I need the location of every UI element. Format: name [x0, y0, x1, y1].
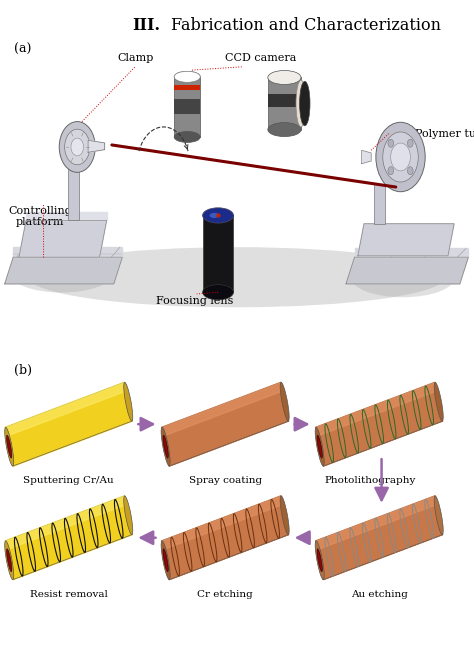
Ellipse shape — [315, 428, 324, 466]
Circle shape — [59, 122, 95, 172]
Ellipse shape — [9, 253, 114, 293]
Ellipse shape — [280, 496, 289, 534]
Polygon shape — [316, 496, 442, 580]
Ellipse shape — [7, 549, 12, 572]
Ellipse shape — [174, 132, 200, 142]
Ellipse shape — [317, 549, 322, 572]
Ellipse shape — [5, 541, 14, 580]
Ellipse shape — [300, 81, 310, 126]
Polygon shape — [9, 515, 132, 580]
Ellipse shape — [124, 382, 133, 421]
Ellipse shape — [161, 428, 170, 466]
Text: Focusing lens: Focusing lens — [155, 296, 233, 306]
Ellipse shape — [174, 71, 200, 82]
Ellipse shape — [210, 213, 219, 218]
Ellipse shape — [124, 496, 133, 534]
Text: III.: III. — [133, 17, 161, 33]
Polygon shape — [6, 382, 126, 436]
Polygon shape — [316, 382, 437, 436]
Ellipse shape — [317, 436, 322, 458]
Polygon shape — [19, 220, 107, 257]
Circle shape — [408, 139, 413, 147]
Ellipse shape — [268, 122, 301, 136]
Ellipse shape — [268, 70, 301, 84]
Polygon shape — [6, 382, 132, 466]
Ellipse shape — [161, 541, 170, 580]
Ellipse shape — [434, 382, 443, 421]
Polygon shape — [162, 382, 288, 466]
FancyBboxPatch shape — [174, 77, 200, 137]
Polygon shape — [6, 496, 132, 580]
FancyBboxPatch shape — [174, 85, 200, 90]
Ellipse shape — [351, 257, 455, 297]
Ellipse shape — [203, 285, 234, 300]
Polygon shape — [319, 401, 442, 466]
Polygon shape — [316, 382, 442, 466]
Ellipse shape — [296, 80, 306, 127]
FancyBboxPatch shape — [268, 94, 301, 107]
Polygon shape — [319, 515, 442, 580]
Ellipse shape — [174, 71, 200, 82]
Text: Sputtering Cr/Au: Sputtering Cr/Au — [23, 476, 114, 485]
Circle shape — [408, 167, 413, 175]
Polygon shape — [162, 496, 288, 580]
Ellipse shape — [7, 436, 12, 458]
Polygon shape — [165, 515, 288, 580]
Ellipse shape — [434, 496, 443, 534]
Polygon shape — [26, 212, 107, 220]
Circle shape — [64, 129, 90, 165]
Circle shape — [388, 167, 393, 175]
Text: Cr etching: Cr etching — [197, 590, 253, 599]
Ellipse shape — [280, 382, 289, 421]
Text: Spray coating: Spray coating — [189, 476, 262, 485]
Polygon shape — [316, 496, 437, 550]
Ellipse shape — [5, 428, 14, 466]
Text: Controlling
platform: Controlling platform — [9, 206, 72, 227]
Text: Polymer tube: Polymer tube — [415, 129, 474, 138]
Ellipse shape — [315, 541, 324, 580]
FancyBboxPatch shape — [374, 184, 385, 224]
Circle shape — [388, 139, 393, 147]
Text: Au etching: Au etching — [351, 590, 408, 599]
FancyBboxPatch shape — [268, 77, 301, 130]
Ellipse shape — [163, 436, 168, 458]
Text: CCD camera: CCD camera — [225, 53, 296, 63]
Text: Clamp: Clamp — [117, 53, 153, 63]
Ellipse shape — [163, 549, 168, 572]
Polygon shape — [162, 496, 283, 550]
Polygon shape — [6, 496, 126, 550]
Polygon shape — [355, 248, 468, 257]
Polygon shape — [88, 140, 105, 152]
Polygon shape — [362, 150, 371, 164]
FancyBboxPatch shape — [174, 99, 200, 114]
Polygon shape — [162, 382, 283, 436]
Polygon shape — [165, 401, 288, 466]
Circle shape — [391, 143, 410, 171]
Text: (b): (b) — [14, 364, 32, 377]
Polygon shape — [9, 401, 132, 466]
Text: Resist removal: Resist removal — [30, 590, 108, 599]
Circle shape — [71, 138, 83, 156]
Polygon shape — [358, 224, 454, 256]
Polygon shape — [13, 247, 122, 257]
Ellipse shape — [28, 247, 446, 307]
Text: Fabrication and Characterization: Fabrication and Characterization — [171, 17, 441, 33]
Ellipse shape — [203, 208, 234, 223]
Polygon shape — [5, 257, 122, 284]
Circle shape — [383, 132, 418, 182]
Text: (a): (a) — [14, 43, 32, 56]
Polygon shape — [346, 257, 468, 284]
Text: Photolithography: Photolithography — [324, 476, 415, 485]
Circle shape — [376, 122, 425, 192]
FancyBboxPatch shape — [202, 215, 233, 293]
FancyBboxPatch shape — [68, 164, 79, 220]
